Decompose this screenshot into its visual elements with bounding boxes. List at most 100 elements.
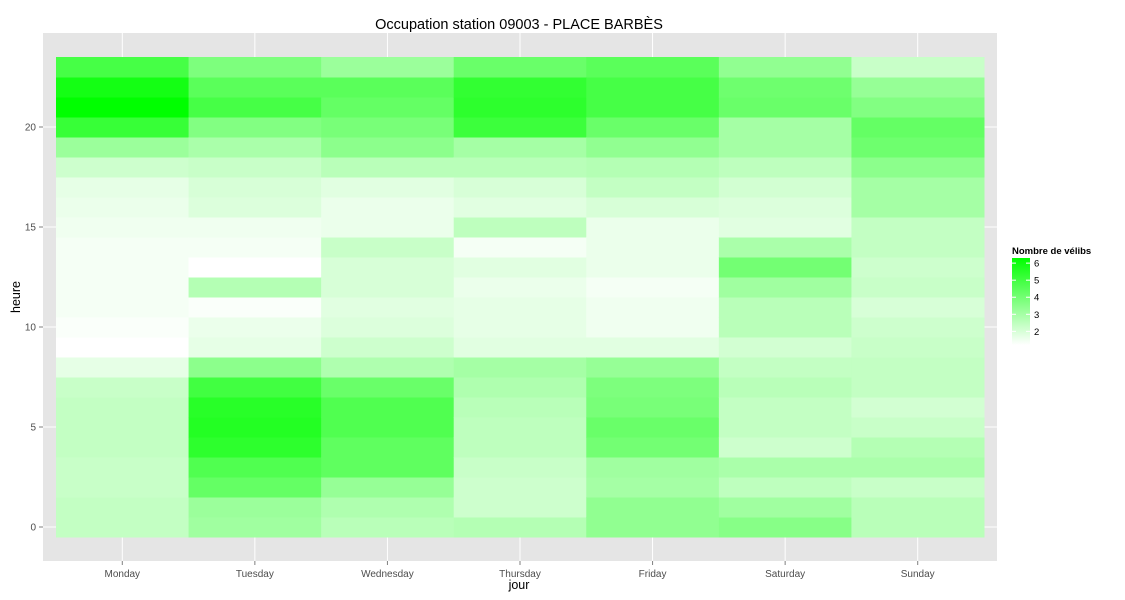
heatmap-cell	[718, 517, 852, 538]
x-tick-label: Tuesday	[236, 569, 274, 580]
heatmap-cell	[453, 357, 587, 378]
heatmap-cell	[851, 77, 985, 98]
heatmap-cell	[718, 357, 852, 378]
heatmap-cell	[453, 457, 587, 478]
heatmap-cell	[586, 117, 720, 138]
heatmap-cell	[718, 137, 852, 158]
heatmap-cell	[718, 97, 852, 118]
heatmap-cell	[321, 377, 455, 398]
heatmap-cell	[188, 177, 322, 198]
heatmap-cell	[586, 477, 720, 498]
heatmap-cell	[321, 337, 455, 358]
heatmap-cell	[453, 157, 587, 178]
heatmap-cell	[56, 197, 190, 218]
heatmap-cell	[321, 457, 455, 478]
heatmap-cell	[586, 517, 720, 538]
heatmap-cell	[56, 477, 190, 498]
heatmap-cell	[56, 377, 190, 398]
heatmap-cell	[56, 417, 190, 438]
heatmap-cell	[586, 57, 720, 78]
heatmap-cell	[586, 277, 720, 298]
heatmap-cell	[586, 257, 720, 278]
heatmap-cell	[851, 317, 985, 338]
heatmap-cell	[453, 397, 587, 418]
heatmap-cell	[188, 357, 322, 378]
heatmap-cell	[56, 297, 190, 318]
heatmap-cell	[56, 57, 190, 78]
heatmap-cell	[188, 97, 322, 118]
heatmap-cell	[718, 317, 852, 338]
heatmap-cell	[851, 237, 985, 258]
heatmap-cell	[188, 157, 322, 178]
x-tick-label: Sunday	[901, 569, 935, 580]
heatmap-cell	[586, 97, 720, 118]
heatmap-cell	[851, 477, 985, 498]
heatmap-cell	[321, 397, 455, 418]
heatmap-cell	[453, 237, 587, 258]
heatmap-cell	[188, 377, 322, 398]
heatmap-cell	[851, 277, 985, 298]
heatmap-cell	[453, 57, 587, 78]
heatmap-cell	[321, 477, 455, 498]
heatmap-cell	[718, 277, 852, 298]
heatmap-cell	[453, 137, 587, 158]
heatmap-cell	[188, 217, 322, 238]
heatmap-cell	[453, 517, 587, 538]
heatmap-cell	[453, 77, 587, 98]
heatmap-cell	[453, 197, 587, 218]
heatmap-cell	[586, 77, 720, 98]
y-tick-label: 5	[30, 423, 36, 434]
heatmap-cell	[56, 397, 190, 418]
heatmap-cell	[851, 297, 985, 318]
heatmap-cell	[56, 137, 190, 158]
heatmap-cell	[56, 497, 190, 518]
heatmap-cell	[188, 117, 322, 138]
heatmap-cell	[453, 257, 587, 278]
heatmap-cell	[718, 57, 852, 78]
heatmap-cell	[188, 497, 322, 518]
heatmap-cell	[321, 517, 455, 538]
heatmap-cell	[718, 477, 852, 498]
heatmap-cell	[718, 217, 852, 238]
heatmap-cell	[453, 437, 587, 458]
heatmap-cell	[586, 397, 720, 418]
chart-title: Occupation station 09003 - PLACE BARBÈS	[375, 16, 663, 33]
heatmap-cell	[188, 137, 322, 158]
heatmap-cell	[56, 517, 190, 538]
heatmap-cell	[586, 497, 720, 518]
heatmap-cell	[718, 77, 852, 98]
y-tick-label: 15	[25, 223, 37, 234]
x-axis: Monday Tuesday Wednesday Thursday Friday Satu…	[104, 561, 935, 580]
heatmap-cell	[586, 337, 720, 358]
heatmap-cell	[56, 457, 190, 478]
heatmap-cell	[586, 417, 720, 438]
heatmap-cell	[851, 137, 985, 158]
heatmap-cell	[718, 377, 852, 398]
heatmap-cell	[321, 277, 455, 298]
x-tick-label: Wednesday	[361, 569, 414, 580]
x-tick-label: Thursday	[499, 569, 541, 580]
heatmap-cell	[321, 117, 455, 138]
heatmap-cell	[718, 117, 852, 138]
heatmap-cell	[453, 297, 587, 318]
x-axis-title: jour	[508, 578, 530, 592]
y-axis-title: heure	[9, 281, 23, 313]
heatmap-cell	[56, 437, 190, 458]
heatmap-cell	[586, 237, 720, 258]
heatmap-cell	[188, 437, 322, 458]
heatmap-cell	[586, 197, 720, 218]
heatmap-cell	[188, 237, 322, 258]
heatmap-cell	[56, 337, 190, 358]
heatmap-cell	[586, 297, 720, 318]
heatmap-cell	[453, 177, 587, 198]
heatmap-cell	[56, 357, 190, 378]
heatmap-cell	[321, 57, 455, 78]
heatmap-cell	[586, 157, 720, 178]
y-tick-label: 10	[25, 323, 37, 334]
heatmap-cell	[586, 457, 720, 478]
heatmap-cell	[718, 257, 852, 278]
heatmap-cell	[851, 357, 985, 378]
heatmap-cell	[453, 377, 587, 398]
heatmap-cell	[586, 217, 720, 238]
heatmap-cell	[188, 197, 322, 218]
